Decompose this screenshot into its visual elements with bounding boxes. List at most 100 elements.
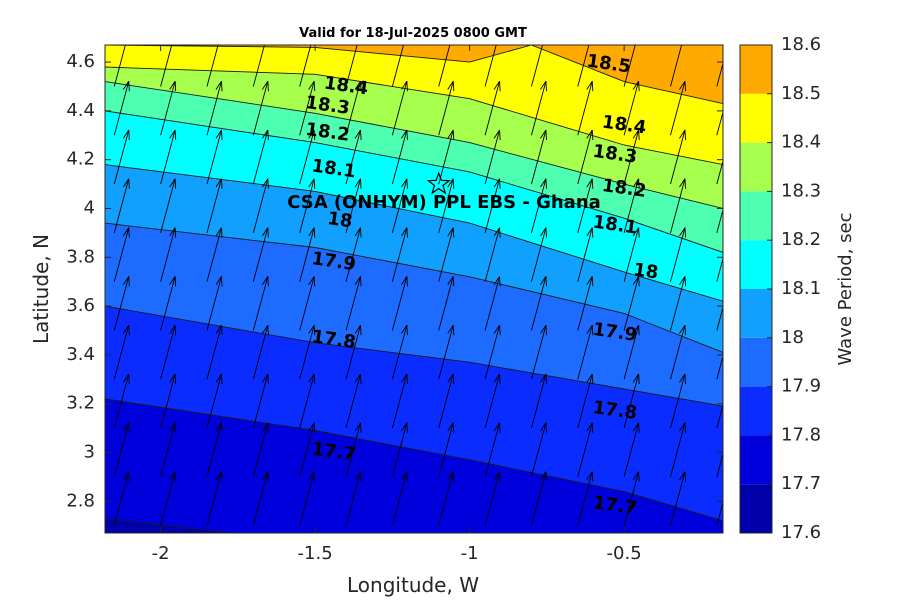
wave-arrow xyxy=(160,178,177,233)
wave-arrow xyxy=(438,178,455,233)
wave-arrow xyxy=(206,276,223,331)
contour-fills xyxy=(105,45,723,533)
wave-arrow xyxy=(206,129,223,185)
wave-arrow xyxy=(623,471,640,526)
wave-arrow xyxy=(391,422,408,477)
wave-arrow xyxy=(113,178,130,233)
wave-arrow xyxy=(206,422,223,477)
x-tick-label: -1 xyxy=(461,543,479,564)
wave-arrow xyxy=(438,45,451,87)
y-tick-label: 4.4 xyxy=(66,100,95,121)
contour-band xyxy=(105,306,723,521)
wave-arrow xyxy=(577,373,594,429)
wave-arrow xyxy=(113,373,130,429)
x-tick-label: -0.5 xyxy=(607,543,642,564)
wave-arrow xyxy=(530,324,547,380)
wave-arrow xyxy=(577,80,594,136)
wave-arrow xyxy=(577,276,594,331)
wave-arrow xyxy=(530,422,547,477)
wave-arrow xyxy=(113,422,130,477)
wave-arrow xyxy=(438,227,455,282)
wave-arrow xyxy=(623,422,640,477)
wave-arrow xyxy=(113,227,130,282)
colorbar-tick-label: 17.7 xyxy=(781,473,821,494)
wave-arrow xyxy=(299,324,316,380)
wave-arrow xyxy=(206,471,223,526)
wave-arrow xyxy=(670,80,686,136)
wave-arrow xyxy=(670,276,686,331)
wave-arrow xyxy=(623,178,640,233)
wave-arrow xyxy=(577,45,590,87)
wave-arrow xyxy=(345,422,362,477)
wave-arrow xyxy=(716,452,723,477)
wave-arrow xyxy=(577,324,594,380)
wave-arrow xyxy=(484,129,501,185)
contour-band xyxy=(105,518,231,533)
wave-arrow xyxy=(577,178,594,233)
wave-arrow xyxy=(345,471,362,526)
wave-arrow xyxy=(530,276,547,331)
wave-arrow xyxy=(716,110,723,136)
site-marker: CSA (ONHYM) PPL EBS - Ghana xyxy=(287,171,601,213)
wave-arrow xyxy=(113,45,126,87)
wave-arrow xyxy=(484,276,501,331)
map-title: Valid for 18-Jul-2025 0800 GMT xyxy=(299,26,527,41)
wave-arrow xyxy=(484,324,501,380)
wave-arrow xyxy=(252,45,265,87)
wave-arrow xyxy=(299,227,316,282)
wave-arrow xyxy=(530,129,547,185)
wave-arrow xyxy=(716,500,723,526)
wave-arrow xyxy=(160,276,177,331)
colorbar-tick-label: 17.9 xyxy=(781,376,821,397)
contour-line xyxy=(105,398,723,522)
wave-arrow xyxy=(113,471,130,526)
wave-arrow xyxy=(577,129,594,185)
wave-arrow xyxy=(252,178,269,233)
wave-arrow xyxy=(623,276,640,331)
wave-arrow xyxy=(670,324,686,380)
contour-band xyxy=(105,223,723,407)
contour-label: 18 xyxy=(632,259,660,283)
y-tick-label: 3.8 xyxy=(66,246,95,267)
x-axis-ticks: -2 -1.5 -1 -0.5 xyxy=(152,45,642,564)
colorbar-segment xyxy=(740,484,772,533)
wave-arrow xyxy=(670,373,686,429)
wave-arrow xyxy=(206,373,223,429)
colorbar-segment xyxy=(740,240,772,289)
wave-arrow xyxy=(484,422,501,477)
wave-arrow xyxy=(438,471,455,526)
y-axis-label: Latitude, N xyxy=(29,234,53,344)
wave-direction-arrows xyxy=(113,45,723,526)
colorbar-tick-label: 18.6 xyxy=(781,34,821,55)
wave-arrow xyxy=(438,422,455,477)
colorbar-segment xyxy=(740,142,772,192)
wave-arrow xyxy=(345,178,362,233)
wave-arrow xyxy=(623,324,640,380)
colorbar-tick-label: 18.1 xyxy=(781,278,821,299)
wave-arrow xyxy=(438,276,455,331)
plot-frame xyxy=(104,44,724,534)
wave-arrow xyxy=(345,227,362,282)
wave-arrow xyxy=(299,129,316,185)
wave-arrow xyxy=(391,227,408,282)
wave-arrow xyxy=(160,422,177,477)
wave-arrow xyxy=(206,324,223,380)
wave-arrow xyxy=(206,80,223,136)
wave-arrow xyxy=(530,373,547,429)
wave-arrow xyxy=(391,45,404,87)
wave-arrow xyxy=(577,422,594,477)
wave-arrow xyxy=(113,276,130,331)
contour-line xyxy=(105,164,723,302)
wave-arrow xyxy=(160,373,177,429)
colorbar-segment xyxy=(740,93,772,143)
wave-arrow xyxy=(206,227,223,282)
contour-band xyxy=(105,81,723,253)
wave-arrow xyxy=(299,80,316,136)
colorbar-tick-label: 18.4 xyxy=(781,132,821,153)
wave-arrow xyxy=(623,129,640,185)
wave-arrow xyxy=(716,305,723,331)
wave-arrow xyxy=(438,324,455,380)
wave-arrow xyxy=(391,276,408,331)
wave-arrow xyxy=(206,178,223,233)
wave-arrow xyxy=(438,129,455,185)
